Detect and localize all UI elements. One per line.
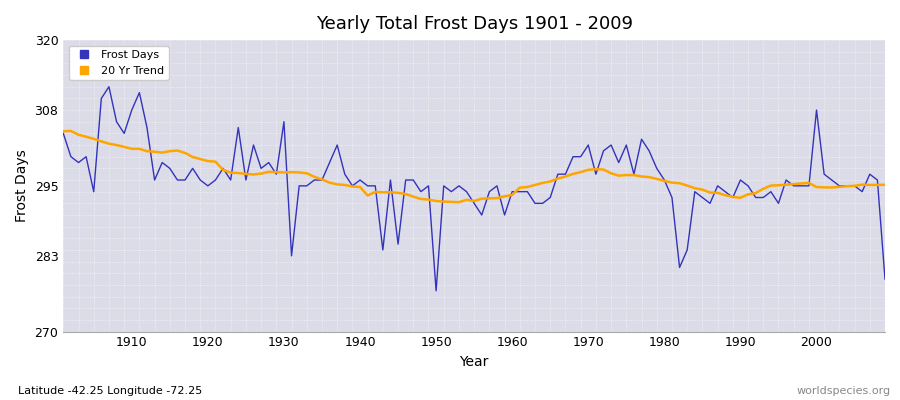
Y-axis label: Frost Days: Frost Days bbox=[15, 150, 29, 222]
X-axis label: Year: Year bbox=[460, 355, 489, 369]
Text: Latitude -42.25 Longitude -72.25: Latitude -42.25 Longitude -72.25 bbox=[18, 386, 202, 396]
Legend: Frost Days, 20 Yr Trend: Frost Days, 20 Yr Trend bbox=[68, 46, 168, 80]
Title: Yearly Total Frost Days 1901 - 2009: Yearly Total Frost Days 1901 - 2009 bbox=[316, 15, 633, 33]
Text: worldspecies.org: worldspecies.org bbox=[796, 386, 891, 396]
